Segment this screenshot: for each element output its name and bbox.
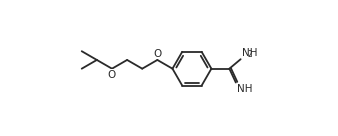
Text: 2: 2 (247, 50, 252, 59)
Text: NH: NH (242, 48, 257, 58)
Text: O: O (108, 70, 116, 80)
Text: NH: NH (237, 84, 252, 94)
Text: O: O (153, 49, 162, 59)
